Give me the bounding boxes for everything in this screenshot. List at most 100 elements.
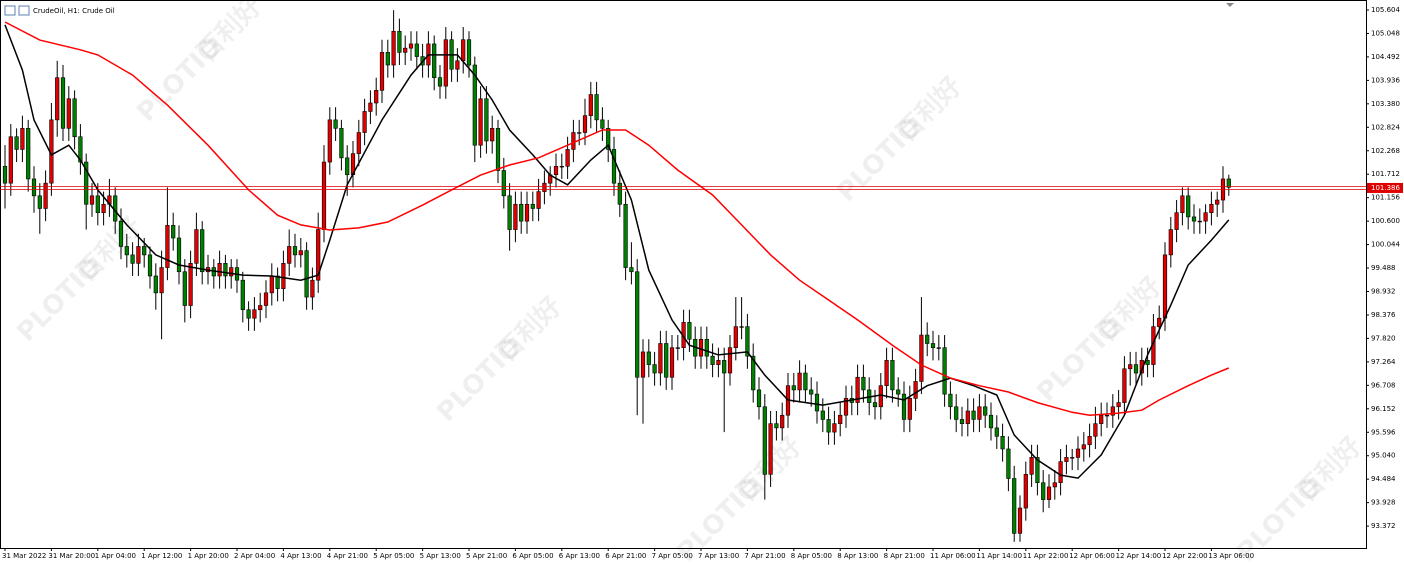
candle-body [774, 423, 779, 429]
candle-body [698, 338, 704, 357]
x-tick-label: 12 Apr 22:00 [1162, 552, 1208, 560]
candle-body [72, 98, 77, 138]
icon-frame [18, 5, 30, 16]
candle-body [263, 292, 269, 306]
candle-body [1099, 414, 1104, 424]
x-tick-label: 6 Apr 05:00 [512, 552, 553, 560]
candle-body [611, 149, 617, 184]
candle-body [281, 263, 286, 289]
candle-body [780, 414, 785, 429]
candle-body [617, 182, 622, 205]
candle-body [362, 111, 367, 133]
x-tick-label: 4 Apr 21:00 [327, 552, 368, 560]
y-tick-label: 105.604 [1371, 6, 1400, 14]
candle-body [577, 132, 582, 134]
candle-body [484, 98, 489, 142]
candle-body [345, 157, 350, 176]
candle-body [1128, 364, 1133, 370]
candle-body [217, 263, 222, 277]
candle-body [1029, 457, 1034, 475]
candle-body [31, 178, 37, 197]
x-tick-label: 6 Apr 13:00 [559, 552, 600, 560]
candle-body [437, 77, 443, 87]
candle-body [756, 389, 762, 408]
candle-body [78, 136, 83, 163]
x-tick-label: 1 Apr 12:00 [141, 552, 182, 560]
candle-body [745, 326, 750, 357]
candle-body [675, 347, 680, 349]
candle-body [298, 250, 303, 256]
candle-body [907, 398, 912, 420]
candle-body [977, 406, 982, 420]
x-tick-label: 31 Mar 20:00 [48, 552, 95, 560]
y-tick-label: 97.820 [1371, 334, 1396, 342]
candle-body [1006, 448, 1011, 479]
candle-body [635, 271, 640, 378]
candle-body [1209, 203, 1214, 213]
candle-body [455, 60, 460, 70]
moving-average-line [4, 21, 1230, 416]
y-tick-label: 96.708 [1371, 381, 1396, 389]
candle-body [878, 385, 883, 408]
candle-body [316, 229, 321, 281]
plot-frame [0, 0, 1367, 549]
x-tick-label: 2 Apr 04:00 [234, 552, 275, 560]
candle-body [959, 419, 965, 424]
candle-body [2, 165, 8, 184]
candle-body [1197, 220, 1202, 223]
candle-body [20, 128, 25, 150]
candle-body [182, 271, 187, 306]
candle-body [147, 254, 153, 277]
candle-body [391, 30, 396, 66]
candle-body [1162, 254, 1168, 319]
candle-body [994, 427, 999, 437]
candle-body [490, 128, 495, 142]
candle-body [1070, 457, 1075, 459]
candle-body [240, 279, 245, 311]
candle-body [954, 406, 959, 420]
candle-body [252, 309, 257, 319]
candle-body [1174, 212, 1179, 230]
y-tick-label: 93.928 [1371, 499, 1396, 507]
candle-body [704, 338, 709, 357]
candle-body [1046, 486, 1052, 500]
candle-body [269, 275, 274, 294]
candle-body [664, 343, 669, 378]
candle-body [408, 43, 414, 49]
x-tick-label: 5 Apr 05:00 [373, 552, 414, 560]
x-tick-label: 11 Apr 06:00 [930, 552, 976, 560]
candle-body [733, 326, 738, 349]
candle-body [814, 393, 820, 412]
candle-body [321, 161, 327, 230]
candle-body [855, 376, 860, 403]
y-tick-label: 99.488 [1371, 264, 1396, 272]
candle-body [843, 398, 849, 416]
candle-body [142, 246, 147, 256]
x-tick-label: 13 Apr 06:00 [1208, 552, 1254, 560]
candle-body [652, 364, 657, 374]
candle-body [710, 355, 715, 365]
candle-body [333, 119, 338, 129]
y-tick-label: 102.268 [1371, 147, 1400, 155]
candle-body [872, 402, 878, 408]
candle-body [200, 229, 205, 273]
candle-body [229, 267, 234, 277]
candle-body [809, 389, 814, 395]
candle-body [606, 128, 611, 150]
candle-body [896, 389, 901, 395]
candle-body [501, 170, 506, 197]
candle-body [751, 355, 756, 391]
candle-body [553, 165, 559, 176]
candle-body [623, 203, 628, 268]
candle-body [1000, 436, 1005, 450]
candle-body [495, 128, 501, 171]
y-tick-label: 100.044 [1371, 241, 1400, 249]
candle-body [95, 195, 100, 213]
y-tick-label: 93.372 [1371, 522, 1396, 530]
candle-body [356, 132, 361, 154]
candle-body [1104, 414, 1110, 417]
candle-body [530, 203, 535, 209]
candle-body [762, 406, 767, 475]
candle-body [339, 128, 344, 159]
x-tick-label: 8 Apr 21:00 [884, 552, 925, 560]
